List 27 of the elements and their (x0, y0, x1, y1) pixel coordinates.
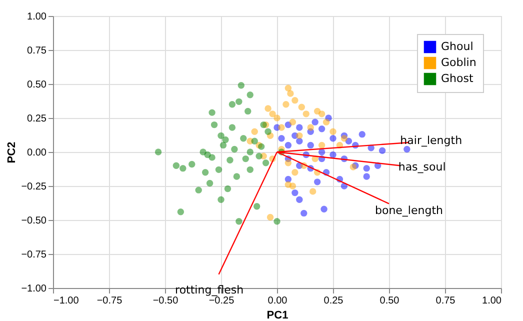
y-tick-label: −1.00 (21, 284, 47, 294)
y-tick-label: 0.75 (27, 46, 47, 56)
y-tick-label: 0.25 (27, 114, 47, 124)
x-tick-label: 0.75 (436, 296, 456, 306)
y-tick-label: 1.00 (27, 12, 47, 22)
x-tick-label: −0.50 (152, 296, 179, 306)
x-tick-label: 0.25 (324, 296, 344, 306)
x-tick-label: 0.00 (268, 296, 288, 306)
x-tick-label: 0.50 (380, 296, 400, 306)
y-axis-title: PC2 (6, 142, 18, 164)
x-tick-label: −0.25 (208, 296, 235, 306)
y-tick-label: −0.75 (21, 250, 47, 260)
x-axis-title: PC1 (266, 310, 288, 321)
series-label: hair_length (400, 134, 462, 148)
x-tick-label: −0.75 (96, 296, 123, 306)
series-label: bone_length (374, 204, 444, 218)
y-tick-label: −0.25 (21, 182, 47, 192)
legend-label: Ghost (441, 72, 474, 85)
series-label: has_soul (398, 160, 446, 174)
legend-label: Ghoul (441, 40, 474, 53)
x-tick-label: −1.00 (54, 296, 80, 306)
y-tick-label: 0.00 (27, 148, 47, 158)
x-tick-label: 1.00 (482, 296, 502, 306)
series-label: rotting_flesh (175, 284, 244, 297)
legend-label: Goblin (441, 56, 476, 69)
y-tick-label: 0.50 (27, 80, 47, 90)
y-tick-label: −0.50 (21, 216, 47, 226)
